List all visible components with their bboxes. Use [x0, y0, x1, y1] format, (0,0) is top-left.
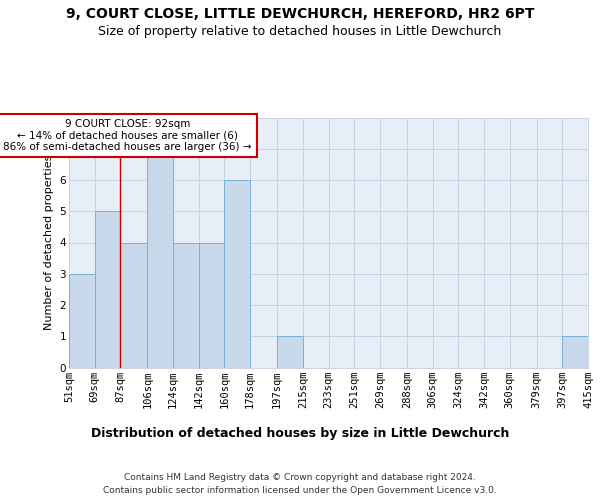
Bar	[224, 180, 250, 368]
Text: Size of property relative to detached houses in Little Dewchurch: Size of property relative to detached ho…	[98, 25, 502, 38]
Bar	[173, 242, 199, 368]
Bar	[148, 149, 173, 368]
Bar	[277, 336, 303, 368]
Text: Contains HM Land Registry data © Crown copyright and database right 2024.: Contains HM Land Registry data © Crown c…	[124, 472, 476, 482]
Text: 9 COURT CLOSE: 92sqm
← 14% of detached houses are smaller (6)
86% of semi-detach: 9 COURT CLOSE: 92sqm ← 14% of detached h…	[3, 119, 252, 152]
Bar	[562, 336, 588, 368]
Text: Contains public sector information licensed under the Open Government Licence v3: Contains public sector information licen…	[103, 486, 497, 495]
Bar	[69, 274, 95, 368]
Y-axis label: Number of detached properties: Number of detached properties	[44, 155, 54, 330]
Bar	[199, 242, 224, 368]
Text: 9, COURT CLOSE, LITTLE DEWCHURCH, HEREFORD, HR2 6PT: 9, COURT CLOSE, LITTLE DEWCHURCH, HEREFO…	[66, 8, 534, 22]
Text: Distribution of detached houses by size in Little Dewchurch: Distribution of detached houses by size …	[91, 428, 509, 440]
Bar	[121, 242, 148, 368]
Bar	[95, 211, 121, 368]
